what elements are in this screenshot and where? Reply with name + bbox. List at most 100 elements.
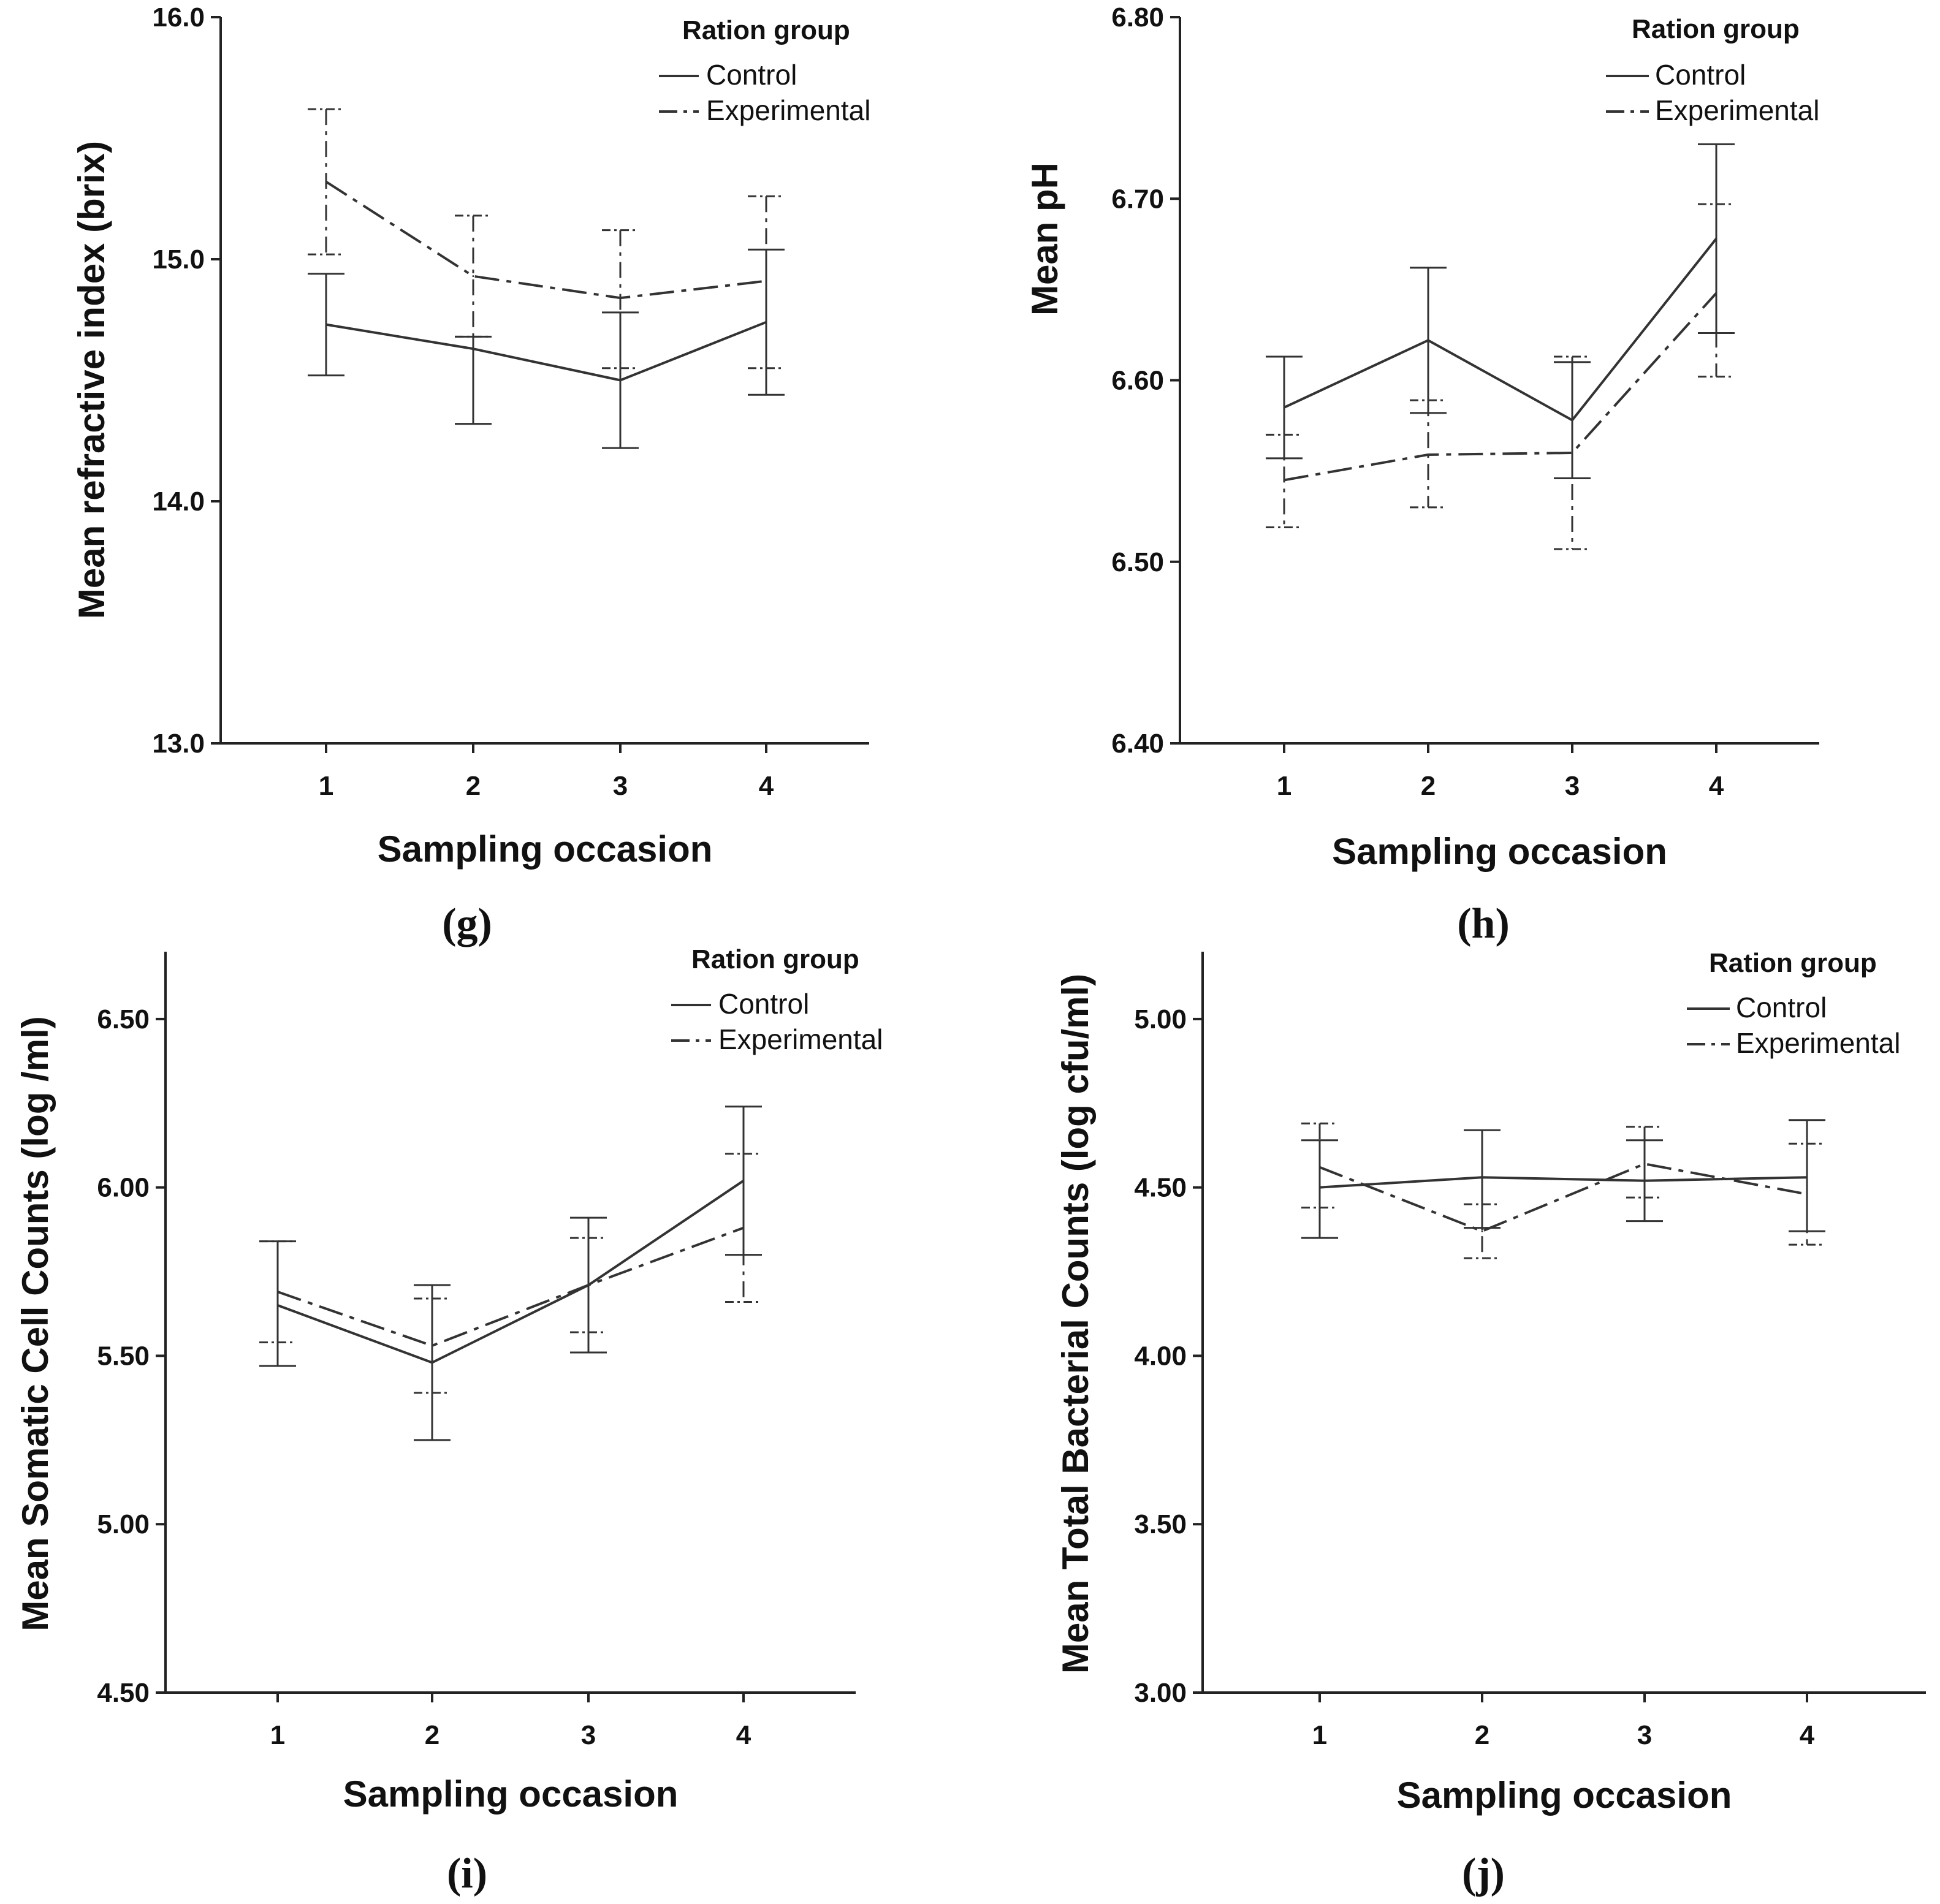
series-line	[1284, 292, 1717, 482]
data-point	[1643, 1163, 1646, 1165]
data-point	[1481, 1176, 1483, 1178]
legend: Ration group Control Experimental	[1687, 948, 1900, 1059]
y-tick-label: 5.00	[1134, 1004, 1187, 1034]
data-point	[1427, 339, 1429, 341]
y-tick-label: 6.80	[1111, 2, 1164, 32]
x-tick-label: 3	[581, 1720, 596, 1750]
series-control	[1266, 143, 1735, 479]
x-tick-label: 2	[1421, 771, 1436, 801]
data-point	[742, 1227, 745, 1229]
y-tick-label: 6.60	[1111, 366, 1164, 396]
data-point	[1571, 452, 1573, 454]
x-tick-label: 3	[1565, 771, 1580, 801]
data-point	[742, 1180, 745, 1182]
data-point	[472, 275, 474, 278]
data-point	[276, 1291, 279, 1293]
series-line	[325, 180, 767, 300]
y-tick-label: 6.00	[97, 1173, 150, 1203]
y-tick-label: 5.00	[97, 1509, 150, 1539]
y-tick-label: 6.50	[1111, 547, 1164, 577]
data-point	[1806, 1193, 1808, 1196]
legend-label-experimental: Experimental	[1655, 94, 1819, 126]
y-axis-label: Mean refractive index (brix)	[71, 141, 112, 619]
chart-panel-4: 3.00 3.50 4.00 4.50 5.00 1 2 3 4 Sampling occasio…	[1055, 948, 1926, 1897]
legend-title: Ration group	[1709, 948, 1877, 978]
data-point	[1283, 406, 1285, 409]
x-tick-label: 2	[1475, 1720, 1489, 1750]
legend-label-control: Control	[1736, 992, 1827, 1023]
data-point	[1481, 1230, 1483, 1232]
x-tick-label: 2	[425, 1720, 439, 1750]
y-axis-label: Mean Somatic Cell Counts (log /ml)	[15, 1016, 56, 1631]
series-experimental	[308, 108, 785, 370]
series-control	[259, 1106, 762, 1441]
data-point	[619, 379, 622, 381]
y-tick-label: 3.50	[1134, 1509, 1187, 1539]
data-point	[765, 321, 767, 324]
x-axis-label: Sampling occasion	[1332, 831, 1667, 872]
y-tick-label: 6.40	[1111, 729, 1164, 759]
x-tick-label: 1	[1312, 1720, 1327, 1750]
x-axis-label: Sampling occasion	[1397, 1775, 1732, 1816]
x-tick-label: 1	[319, 771, 333, 801]
data-point	[325, 181, 327, 183]
y-tick-label: 6.70	[1111, 184, 1164, 214]
legend-title: Ration group	[691, 944, 859, 974]
y-tick-label: 16.0	[152, 2, 205, 32]
panel-label: (j)	[1462, 1850, 1505, 1897]
series-experimental	[1301, 1122, 1825, 1259]
x-tick-label: 4	[1709, 771, 1724, 801]
data-point	[1318, 1166, 1321, 1169]
series-control	[1301, 1119, 1825, 1239]
x-tick-label: 1	[270, 1720, 285, 1750]
y-axis-label: Mean pH	[1024, 162, 1065, 316]
panel-label: (g)	[442, 900, 492, 947]
y-tick-label: 4.50	[97, 1678, 150, 1708]
legend-label-control: Control	[706, 59, 797, 91]
panel-label: (h)	[1457, 900, 1510, 947]
legend-title: Ration group	[1632, 14, 1800, 44]
legend-label-experimental: Experimental	[1736, 1027, 1900, 1059]
x-tick-label: 3	[1637, 1720, 1652, 1750]
x-axis-label: Sampling occasion	[343, 1773, 679, 1815]
data-point	[1283, 479, 1285, 481]
y-tick-label: 4.50	[1134, 1173, 1187, 1203]
chart-panel-1: 13.0 14.0 15.0 16.0 1 2 3 4 Sampling occasion Mea…	[71, 2, 870, 947]
panel-label: (i)	[447, 1850, 487, 1897]
legend-label-experimental: Experimental	[706, 94, 870, 126]
y-tick-label: 5.50	[97, 1341, 150, 1371]
x-tick-label: 3	[613, 771, 628, 801]
series-experimental	[1266, 203, 1735, 550]
y-tick-label: 3.00	[1134, 1678, 1187, 1708]
x-tick-label: 4	[1800, 1720, 1815, 1750]
series-line	[1284, 238, 1717, 422]
legend-title: Ration group	[682, 15, 850, 45]
series-line	[277, 1226, 744, 1347]
x-tick-label: 1	[1277, 771, 1291, 801]
y-tick-label: 6.50	[97, 1004, 150, 1034]
y-axis-label: Mean Total Bacterial Counts (log cfu/ml)	[1055, 974, 1096, 1674]
data-point	[619, 297, 622, 299]
x-tick-label: 4	[736, 1720, 751, 1750]
series-line	[1319, 1176, 1808, 1189]
y-tick-label: 15.0	[152, 245, 205, 275]
data-point	[472, 347, 474, 350]
data-point	[587, 1284, 590, 1286]
y-tick-label: 13.0	[152, 729, 205, 759]
data-point	[431, 1345, 433, 1347]
series-experimental	[259, 1153, 762, 1394]
series-control	[308, 248, 785, 449]
data-point	[765, 280, 767, 283]
x-tick-label: 2	[466, 771, 481, 801]
legend-label-control: Control	[1655, 59, 1746, 91]
y-tick-label: 4.00	[1134, 1341, 1187, 1371]
data-point	[1427, 453, 1429, 456]
y-tick-label: 14.0	[152, 487, 205, 517]
series-line	[1319, 1163, 1808, 1233]
series-line	[277, 1180, 745, 1364]
series-line	[325, 320, 767, 382]
